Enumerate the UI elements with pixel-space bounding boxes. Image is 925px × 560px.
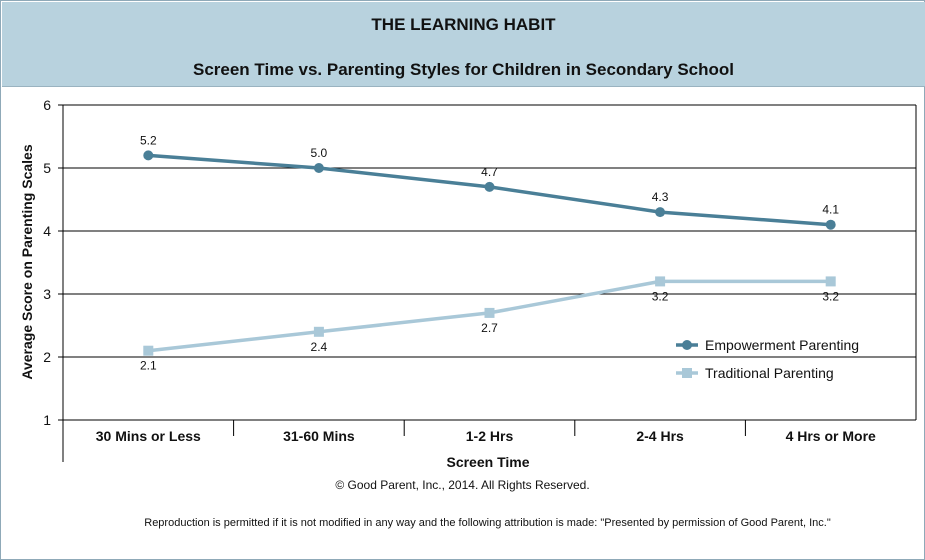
axes [58, 104, 917, 462]
data-label: 3.2 [822, 289, 839, 303]
data-label: 5.0 [311, 146, 328, 160]
copyright-notice: © Good Parent, Inc., 2014. All Rights Re… [335, 478, 590, 492]
data-label: 2.1 [140, 359, 157, 373]
data-point [143, 345, 154, 356]
data-point [655, 207, 666, 218]
grid-lines [63, 104, 916, 358]
data-point [825, 276, 836, 287]
data-point [655, 276, 666, 287]
y-axis-label: Average Score on Parenting Scales [19, 144, 35, 379]
data-label: 4.1 [822, 203, 839, 217]
x-axis-label: Screen Time [446, 454, 529, 470]
y-tick-label: 6 [43, 97, 51, 113]
x-tick-labels: 30 Mins or Less 31-60 Mins 1-2 Hrs 2-4 Hrs 4… [96, 428, 876, 444]
legend-label: Traditional Parenting [705, 365, 834, 381]
x-tick-label: 31-60 Mins [283, 428, 355, 444]
data-point [313, 326, 324, 337]
data-point [825, 219, 836, 230]
y-tick-label: 1 [43, 412, 51, 428]
data-label: 5.2 [140, 133, 157, 147]
reproduction-notice: Reproduction is permitted if it is not m… [144, 517, 831, 529]
legend-label: Empowerment Parenting [705, 337, 859, 353]
data-point [484, 307, 495, 318]
legend-marker [682, 340, 692, 350]
x-tick-label: 4 Hrs or More [786, 428, 876, 444]
data-label: 2.4 [311, 340, 328, 354]
y-tick-labels: 1 2 3 4 5 6 [43, 97, 51, 428]
y-tick-label: 3 [43, 286, 51, 302]
data-label: 4.7 [481, 165, 498, 179]
series-group [143, 150, 836, 356]
data-point [313, 163, 324, 173]
data-label: 2.7 [481, 321, 498, 335]
y-tick-label: 5 [43, 160, 51, 176]
legend: Empowerment Parenting Traditional Parenti… [676, 337, 859, 381]
x-tick-label: 2-4 Hrs [636, 428, 684, 444]
legend-marker [682, 368, 692, 378]
data-point [143, 150, 154, 161]
page-title: THE LEARNING HABIT [371, 15, 556, 34]
data-labels: 5.2 5.0 4.7 4.3 4.1 2.1 2.4 2.7 3.2 3.2 [140, 133, 839, 372]
x-tick-label: 1-2 Hrs [466, 428, 514, 444]
chart-title: Screen Time vs. Parenting Styles for Chi… [192, 60, 734, 79]
data-point [484, 181, 495, 192]
y-tick-label: 2 [43, 349, 51, 365]
line-chart: 1 2 3 4 5 6 30 Mins or Less 31-60 Mins 1-2 Hrs 2… [19, 97, 917, 470]
data-label: 4.3 [652, 190, 669, 204]
x-tick-label: 30 Mins or Less [96, 428, 201, 444]
y-tick-label: 4 [43, 223, 51, 239]
header-banner: THE LEARNING HABIT Screen Time vs. Paren… [2, 2, 925, 87]
data-label: 3.2 [652, 289, 669, 303]
